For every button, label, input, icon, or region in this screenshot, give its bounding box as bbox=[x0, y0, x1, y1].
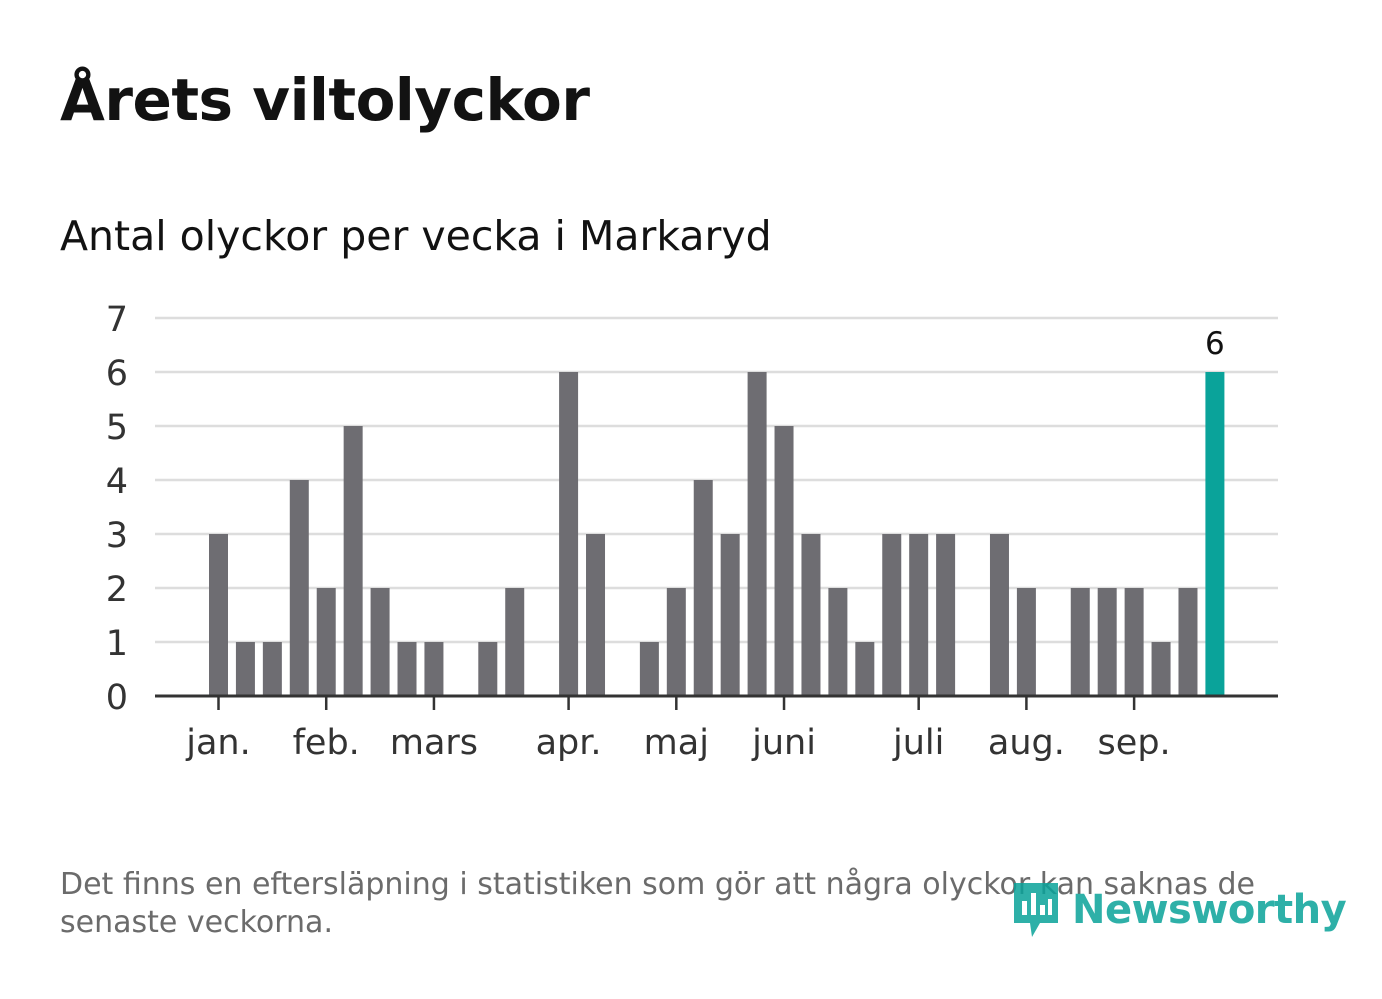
bar bbox=[424, 642, 444, 696]
bar bbox=[989, 534, 1009, 696]
y-tick-label: 5 bbox=[106, 408, 128, 448]
bar bbox=[235, 642, 255, 696]
bar bbox=[478, 642, 498, 696]
y-tick-label: 4 bbox=[106, 462, 128, 502]
bar bbox=[343, 426, 363, 696]
axes bbox=[155, 694, 1278, 710]
chart-subtitle: Antal olyckor per vecka i Markaryd bbox=[60, 212, 772, 260]
bar bbox=[747, 372, 767, 696]
bar bbox=[316, 588, 336, 696]
bar bbox=[586, 534, 606, 696]
y-tick-label: 1 bbox=[106, 624, 128, 664]
bar bbox=[262, 642, 282, 696]
x-tick-label: jan. bbox=[185, 723, 250, 763]
bar bbox=[1070, 588, 1090, 696]
newsworthy-logo-icon bbox=[1014, 883, 1058, 937]
bar bbox=[1178, 588, 1198, 696]
bar bbox=[397, 642, 417, 696]
bar bbox=[1151, 642, 1171, 696]
brand-logo: Newsworthy bbox=[1010, 878, 1347, 942]
bar bbox=[209, 534, 228, 696]
highlight-data-label: 6 bbox=[1205, 326, 1225, 362]
bar bbox=[828, 588, 848, 696]
bar bbox=[1124, 588, 1144, 696]
x-tick-label: maj bbox=[644, 723, 709, 763]
bar-highlight bbox=[1205, 372, 1225, 696]
x-tick-label: juli bbox=[892, 723, 944, 763]
y-tick-label: 2 bbox=[106, 570, 128, 610]
y-tick-label: 7 bbox=[106, 300, 128, 340]
x-tick-label: mars bbox=[390, 723, 478, 763]
bar bbox=[559, 372, 579, 696]
bars bbox=[209, 372, 1225, 696]
bar bbox=[370, 588, 390, 696]
x-tick-label: aug. bbox=[988, 723, 1065, 763]
labels: 0 1 2 3 4 5 6 7 6 jan. feb. mars apr. maj juni juli aug.… bbox=[106, 300, 1225, 763]
bar bbox=[289, 480, 309, 696]
bar bbox=[639, 642, 659, 696]
bar bbox=[855, 642, 875, 696]
x-tick-label: sep. bbox=[1098, 723, 1171, 763]
x-tick-label: juni bbox=[751, 723, 816, 763]
y-tick-label: 6 bbox=[106, 354, 128, 394]
x-tick-label: apr. bbox=[536, 723, 602, 763]
bar bbox=[505, 588, 525, 696]
brand-name: Newsworthy bbox=[1072, 887, 1347, 933]
bar bbox=[1097, 588, 1117, 696]
y-tick-label: 0 bbox=[106, 678, 128, 718]
bar bbox=[882, 534, 902, 696]
grid-lines bbox=[155, 316, 1278, 644]
bar bbox=[693, 480, 713, 696]
y-tick-label: 3 bbox=[106, 516, 128, 556]
bar bbox=[720, 534, 740, 696]
bar bbox=[909, 534, 929, 696]
bar bbox=[936, 534, 956, 696]
bar bbox=[774, 426, 794, 696]
bar bbox=[801, 534, 821, 696]
x-tick-label: feb. bbox=[293, 723, 360, 763]
bar bbox=[666, 588, 686, 696]
bar bbox=[1016, 588, 1036, 696]
chart-title: Årets viltolyckor bbox=[60, 66, 590, 134]
